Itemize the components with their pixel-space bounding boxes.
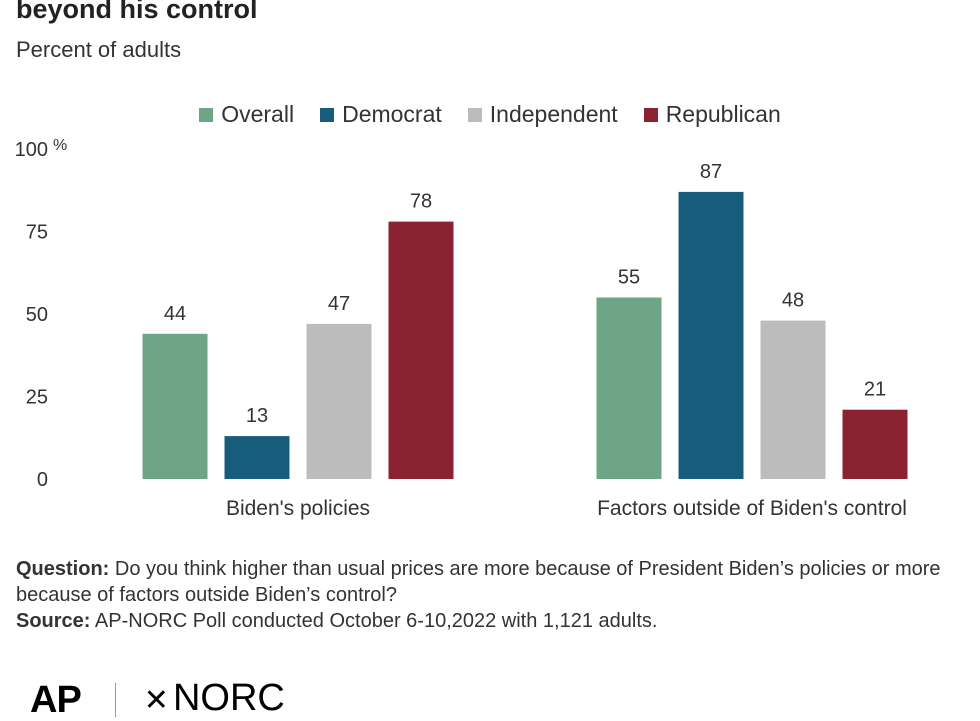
- logo-bar: AP ✕ NORC: [30, 678, 285, 721]
- source-note: Source: AP-NORC Poll conducted October 6…: [16, 608, 966, 634]
- bar-value-label: 78: [410, 191, 432, 213]
- bar-value-label: 87: [700, 161, 722, 183]
- bar-value-label: 44: [164, 303, 186, 325]
- bar-republican: [842, 409, 908, 479]
- bar-overall: [596, 297, 662, 479]
- bar-independent: [760, 320, 826, 479]
- norc-logo: ✕ NORC: [144, 678, 285, 721]
- legend-item-republican: Republican: [643, 101, 781, 128]
- legend-label-republican: Republican: [665, 101, 781, 127]
- y-tick-label: 25: [26, 387, 48, 409]
- norc-mark-icon: ✕: [143, 684, 169, 717]
- logo-divider: [114, 682, 116, 717]
- source-text: AP-NORC Poll conducted October 6-10,2022…: [90, 610, 658, 632]
- bar-value-label: 55: [618, 267, 640, 289]
- bar-value-label: 13: [246, 405, 268, 427]
- question-note: Question: Do you think higher than usual…: [16, 556, 966, 608]
- bar-overall: [142, 333, 208, 479]
- y-tick-label: 50: [26, 304, 48, 326]
- bar-democrat: [224, 436, 290, 479]
- legend-item-overall: Overall: [199, 101, 294, 128]
- chart-subtitle: Percent of adults: [16, 37, 182, 62]
- legend-swatch-overall: [199, 107, 214, 122]
- bar-republican: [388, 221, 454, 479]
- question-text: Do you think higher than usual prices ar…: [16, 558, 941, 606]
- y-tick-label: 75: [26, 222, 48, 244]
- legend-label-independent: Independent: [489, 101, 618, 127]
- y-unit-label: %: [53, 137, 67, 154]
- x-category-label: Factors outside of Biden's control: [597, 497, 907, 520]
- y-tick-label: 0: [37, 469, 48, 491]
- legend-swatch-democrat: [320, 107, 335, 122]
- bar-democrat: [678, 191, 744, 479]
- norc-wordmark: NORC: [172, 677, 285, 719]
- bar-independent: [306, 323, 372, 479]
- x-category-label: Biden's policies: [226, 497, 370, 520]
- bar-value-label: 48: [782, 290, 804, 312]
- bar-value-label: 47: [328, 293, 350, 315]
- source-label: Source:: [16, 610, 91, 632]
- legend-label-overall: Overall: [221, 101, 295, 127]
- legend-swatch-independent: [467, 107, 482, 122]
- question-label: Question:: [16, 558, 110, 580]
- ap-logo: AP: [30, 678, 82, 721]
- chart-legend: Overall Democrat Independent Republican: [0, 101, 980, 128]
- legend-item-independent: Independent: [467, 101, 618, 128]
- chart-title: beyond his control: [16, 0, 258, 24]
- chart-notes: Question: Do you think higher than usual…: [16, 556, 966, 634]
- y-tick-label: 100: [15, 139, 48, 161]
- bar-value-label: 21: [864, 379, 886, 401]
- legend-item-democrat: Democrat: [320, 101, 442, 128]
- bar-chart: 0 25 50 75 100 % 44 13 47 78 Biden's policies 55 87 4…: [15, 137, 908, 520]
- legend-label-democrat: Democrat: [342, 101, 442, 127]
- legend-swatch-republican: [643, 107, 658, 122]
